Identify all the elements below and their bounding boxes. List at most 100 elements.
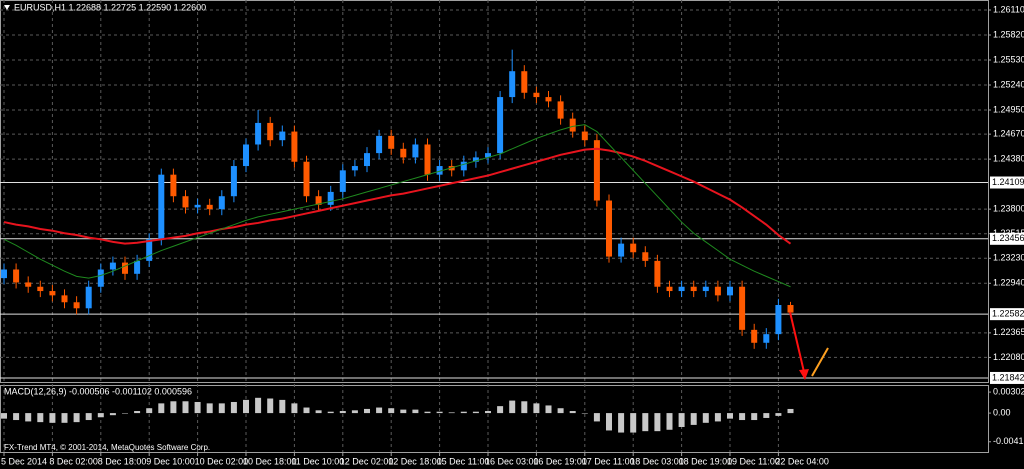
- macd-bar: [61, 413, 68, 423]
- candle-body: [400, 148, 407, 158]
- macd-bar: [787, 408, 794, 414]
- macd-bar: [533, 403, 540, 414]
- candle-body: [763, 334, 770, 343]
- moving-average: [3, 124, 791, 288]
- macd-bar: [400, 409, 407, 414]
- level-label: 1.21842: [992, 372, 1024, 382]
- macd-bar: [666, 413, 673, 430]
- candle-body: [315, 196, 322, 205]
- x-tick-label: 8 Dec 18:00: [98, 456, 147, 466]
- x-tick-label: 17 Dec 11:00: [582, 456, 635, 466]
- macd-bar: [545, 405, 552, 414]
- candle-body: [485, 153, 491, 158]
- y-tick-label: 1.22080: [993, 352, 1024, 362]
- down-arrow: [789, 311, 805, 373]
- y-tick-label: -0.004126: [993, 436, 1024, 446]
- candle-body: [134, 260, 141, 274]
- level-label-box: [990, 232, 1024, 245]
- macd-bar: [448, 412, 455, 414]
- candle-body: [37, 286, 44, 292]
- candle-body: [775, 305, 782, 335]
- candle-body: [557, 101, 564, 119]
- candle-body: [436, 166, 443, 175]
- x-tick-label: 12 Dec 18:00: [388, 456, 442, 466]
- macd-bar: [339, 411, 346, 414]
- macd-title: MACD(12,26,9) -0.000506 -0.001102 0.0005…: [4, 386, 192, 396]
- macd-bar: [593, 413, 600, 422]
- macd-bar: [630, 413, 637, 433]
- macd-bar: [388, 408, 395, 414]
- candle-body: [194, 204, 201, 208]
- macd-bar: [557, 408, 564, 414]
- macd-bar: [303, 407, 310, 414]
- candle-body: [364, 153, 370, 167]
- macd-bar: [182, 401, 189, 414]
- x-tick-label: 10 Dec 18:00: [243, 456, 297, 466]
- macd-bar: [13, 413, 20, 421]
- macd-bar: [170, 401, 177, 414]
- macd-bar: [485, 411, 491, 414]
- candle-body: [182, 196, 189, 208]
- candle-body: [61, 295, 68, 303]
- candle-body: [13, 269, 20, 283]
- y-tick-label: 1.25820: [993, 29, 1024, 39]
- macd-bar: [702, 413, 709, 423]
- candle-body: [472, 157, 479, 162]
- y-tick-label: 1.24670: [993, 129, 1024, 139]
- candle-body: [593, 140, 600, 201]
- x-tick-label: 5 Dec 2014: [1, 456, 47, 466]
- candle-body: [218, 196, 225, 210]
- candle-body: [533, 92, 540, 98]
- macd-bar: [376, 407, 383, 414]
- candle-body: [230, 166, 237, 197]
- candle-body: [376, 135, 383, 154]
- macd-bar: [291, 403, 298, 414]
- macd-bar: [134, 411, 141, 414]
- macd-bar: [751, 413, 758, 421]
- macd-bar: [158, 403, 165, 414]
- candle-body: [279, 131, 286, 141]
- x-tick-label: 9 Dec 10:00: [146, 456, 195, 466]
- macd-bar: [194, 401, 201, 414]
- macd-bar: [569, 411, 576, 414]
- x-tick-label: 19 Dec 11:00: [727, 456, 780, 466]
- macd-bar: [85, 413, 92, 421]
- macd-bar: [279, 399, 286, 414]
- macd-bar: [436, 411, 443, 414]
- y-tick-label: 0.00: [993, 407, 1011, 417]
- level-label-box: [990, 371, 1024, 384]
- candle-body: [497, 97, 504, 154]
- candle-body: [303, 161, 310, 197]
- candle-body: [678, 286, 685, 292]
- copyright: FX-Trend MT4, © 2001-2014, MetaQuotes So…: [4, 443, 210, 452]
- x-tick-label: 15 Dec 11:00: [437, 456, 490, 466]
- macd-bar: [49, 413, 56, 423]
- macd-bar: [642, 413, 649, 432]
- x-tick-label: 22 Dec 04:00: [775, 456, 829, 466]
- macd-bar: [122, 413, 128, 414]
- x-tick-label: 8 Dec 02:00: [49, 456, 98, 466]
- candle-body: [690, 286, 697, 292]
- y-tick-label: 0.003024: [993, 386, 1024, 396]
- candle-body: [702, 286, 709, 292]
- macd-bar: [714, 413, 721, 422]
- candle-body: [170, 174, 177, 197]
- macd-bar: [206, 403, 213, 414]
- x-tick-label: 16 Dec 03:00: [485, 456, 539, 466]
- candle-body: [25, 282, 32, 287]
- candle-body: [243, 144, 249, 167]
- candle-body: [158, 174, 165, 240]
- candle-body: [569, 118, 576, 132]
- macd-bar: [243, 399, 249, 414]
- macd-bar: [739, 413, 746, 421]
- macd-bar: [497, 406, 504, 414]
- macd-bar: [763, 413, 770, 418]
- macd-bar: [327, 411, 334, 414]
- x-tick-label: 12 Dec 02:00: [340, 456, 394, 466]
- candle-body: [545, 97, 552, 102]
- candle-body: [727, 286, 733, 296]
- macd-bar: [97, 413, 104, 418]
- arrow-head: [799, 369, 809, 380]
